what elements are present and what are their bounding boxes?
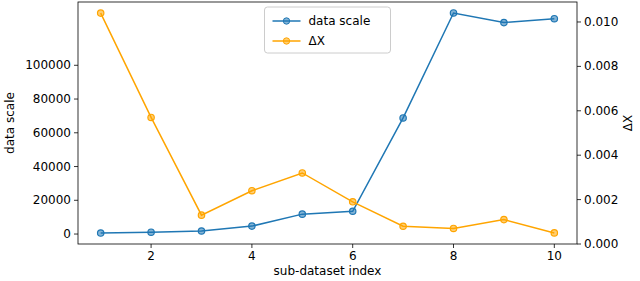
series-marker <box>450 10 456 16</box>
y-tick-label: 0 <box>63 227 71 241</box>
plot-frame <box>78 2 577 244</box>
y-tick <box>74 166 78 167</box>
y-tick <box>74 99 78 100</box>
series-marker <box>551 16 557 22</box>
series-marker <box>350 199 356 205</box>
legend-label: data scale <box>309 14 371 28</box>
x-tick <box>554 244 555 248</box>
y-tick <box>74 200 78 201</box>
y2-tick <box>577 155 581 156</box>
x-tick-label: 2 <box>147 249 155 263</box>
y-tick-label: 60000 <box>33 126 71 140</box>
series-marker <box>148 114 154 120</box>
y2-tick <box>577 110 581 111</box>
y2-tick-label: 0.002 <box>584 193 618 207</box>
y-axis-label: data scale <box>3 92 17 154</box>
y2-tick-label: 0.000 <box>584 237 618 251</box>
series-marker <box>198 228 204 234</box>
series-marker <box>148 229 154 235</box>
y-tick-label: 20000 <box>33 193 71 207</box>
series-marker <box>501 19 507 25</box>
series-marker <box>501 216 507 222</box>
series-marker <box>400 223 406 229</box>
y-tick <box>74 132 78 133</box>
y2-tick-label: 0.006 <box>584 104 618 118</box>
x-tick <box>251 244 252 248</box>
x-tick-label: 10 <box>547 249 562 263</box>
x-tick <box>453 244 454 248</box>
y-tick <box>74 65 78 66</box>
series-marker <box>249 223 255 229</box>
x-tick-label: 6 <box>349 249 357 263</box>
x-axis-label: sub-dataset index <box>274 264 382 278</box>
y2-tick-label: 0.010 <box>584 15 618 29</box>
legend-marker <box>283 38 289 44</box>
x-tick <box>151 244 152 248</box>
x-tick-label: 8 <box>450 249 458 263</box>
series-marker <box>299 170 305 176</box>
y2-tick-label: 0.008 <box>584 59 618 73</box>
series-marker <box>198 212 204 218</box>
series-marker <box>400 115 406 121</box>
y2-tick <box>577 199 581 200</box>
y-tick <box>74 234 78 235</box>
series-marker <box>249 188 255 194</box>
y2-tick-label: 0.004 <box>584 148 618 162</box>
series-marker <box>551 230 557 236</box>
series-marker <box>299 211 305 217</box>
series-marker <box>97 230 103 236</box>
y2-axis-label: ΔX <box>621 115 635 131</box>
y-tick-label: 80000 <box>33 92 71 106</box>
series-marker <box>450 225 456 231</box>
chart: 2 4 6 8 10 0 20000 40000 60000 80000 100000 0.000 0.… <box>0 0 640 281</box>
y-tick-label: 100000 <box>25 58 71 72</box>
y-tick-label: 40000 <box>33 160 71 174</box>
legend-marker <box>283 18 289 24</box>
legend-box <box>265 7 391 53</box>
y2-tick <box>577 21 581 22</box>
series-marker <box>350 208 356 214</box>
legend-label: ΔX <box>309 34 325 48</box>
y2-tick <box>577 66 581 67</box>
y2-tick <box>577 244 581 245</box>
x-tick-label: 4 <box>248 249 256 263</box>
legend: data scale ΔX <box>265 7 391 53</box>
x-tick <box>352 244 353 248</box>
series-marker <box>97 10 103 16</box>
